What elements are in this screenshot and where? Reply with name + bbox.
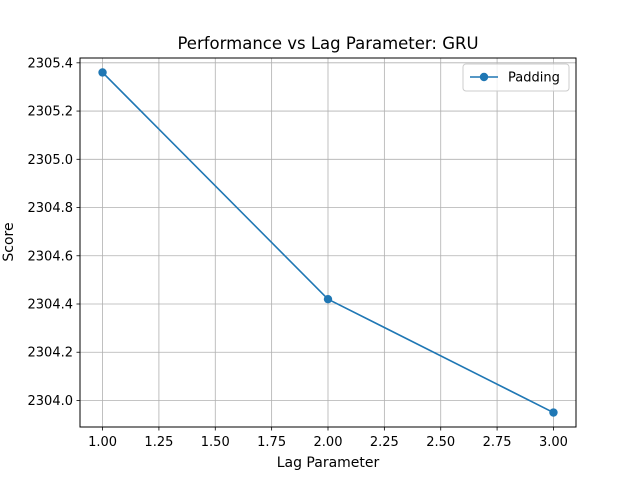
y-tick-label: 2305.0 [28,153,74,168]
y-axis-ticks: 2304.0 2304.2 2304.4 2304.6 2304.8 2305.0 2305… [28,56,80,409]
y-axis-label: Score [1,222,17,261]
legend-label-padding: Padding [508,71,560,86]
y-tick-label: 2304.4 [28,298,74,313]
y-tick-label: 2304.8 [28,201,74,216]
chart-title: Performance vs Lag Parameter: GRU [177,34,478,53]
legend: Padding [462,63,570,92]
x-tick-label: 1.25 [144,435,173,450]
legend-marker-padding [479,72,489,82]
y-tick-label: 2305.2 [28,105,74,120]
y-tick-label: 2305.4 [28,56,74,71]
x-tick-label: 2.00 [314,435,343,450]
x-tick-label: 2.25 [370,435,399,450]
series-markers [98,68,558,417]
grid-lines [80,58,576,427]
legend-box [462,63,570,92]
y-tick-label: 2304.0 [28,394,74,409]
x-tick-label: 2.50 [426,435,455,450]
data-point [323,294,333,304]
x-axis-ticks: 1.00 1.25 1.50 1.75 2.00 2.25 2.50 2.75 3.00 [88,427,568,450]
data-point [98,68,107,77]
x-tick-label: 1.75 [257,435,286,450]
x-axis-label: Lag Parameter [277,455,380,471]
x-tick-label: 2.75 [483,435,512,450]
x-tick-label: 1.50 [201,435,230,450]
y-tick-label: 2304.6 [28,249,74,264]
x-tick-label: 1.00 [88,435,117,450]
x-tick-label: 3.00 [539,435,568,450]
y-tick-label: 2304.2 [28,346,74,361]
data-point [549,408,558,417]
